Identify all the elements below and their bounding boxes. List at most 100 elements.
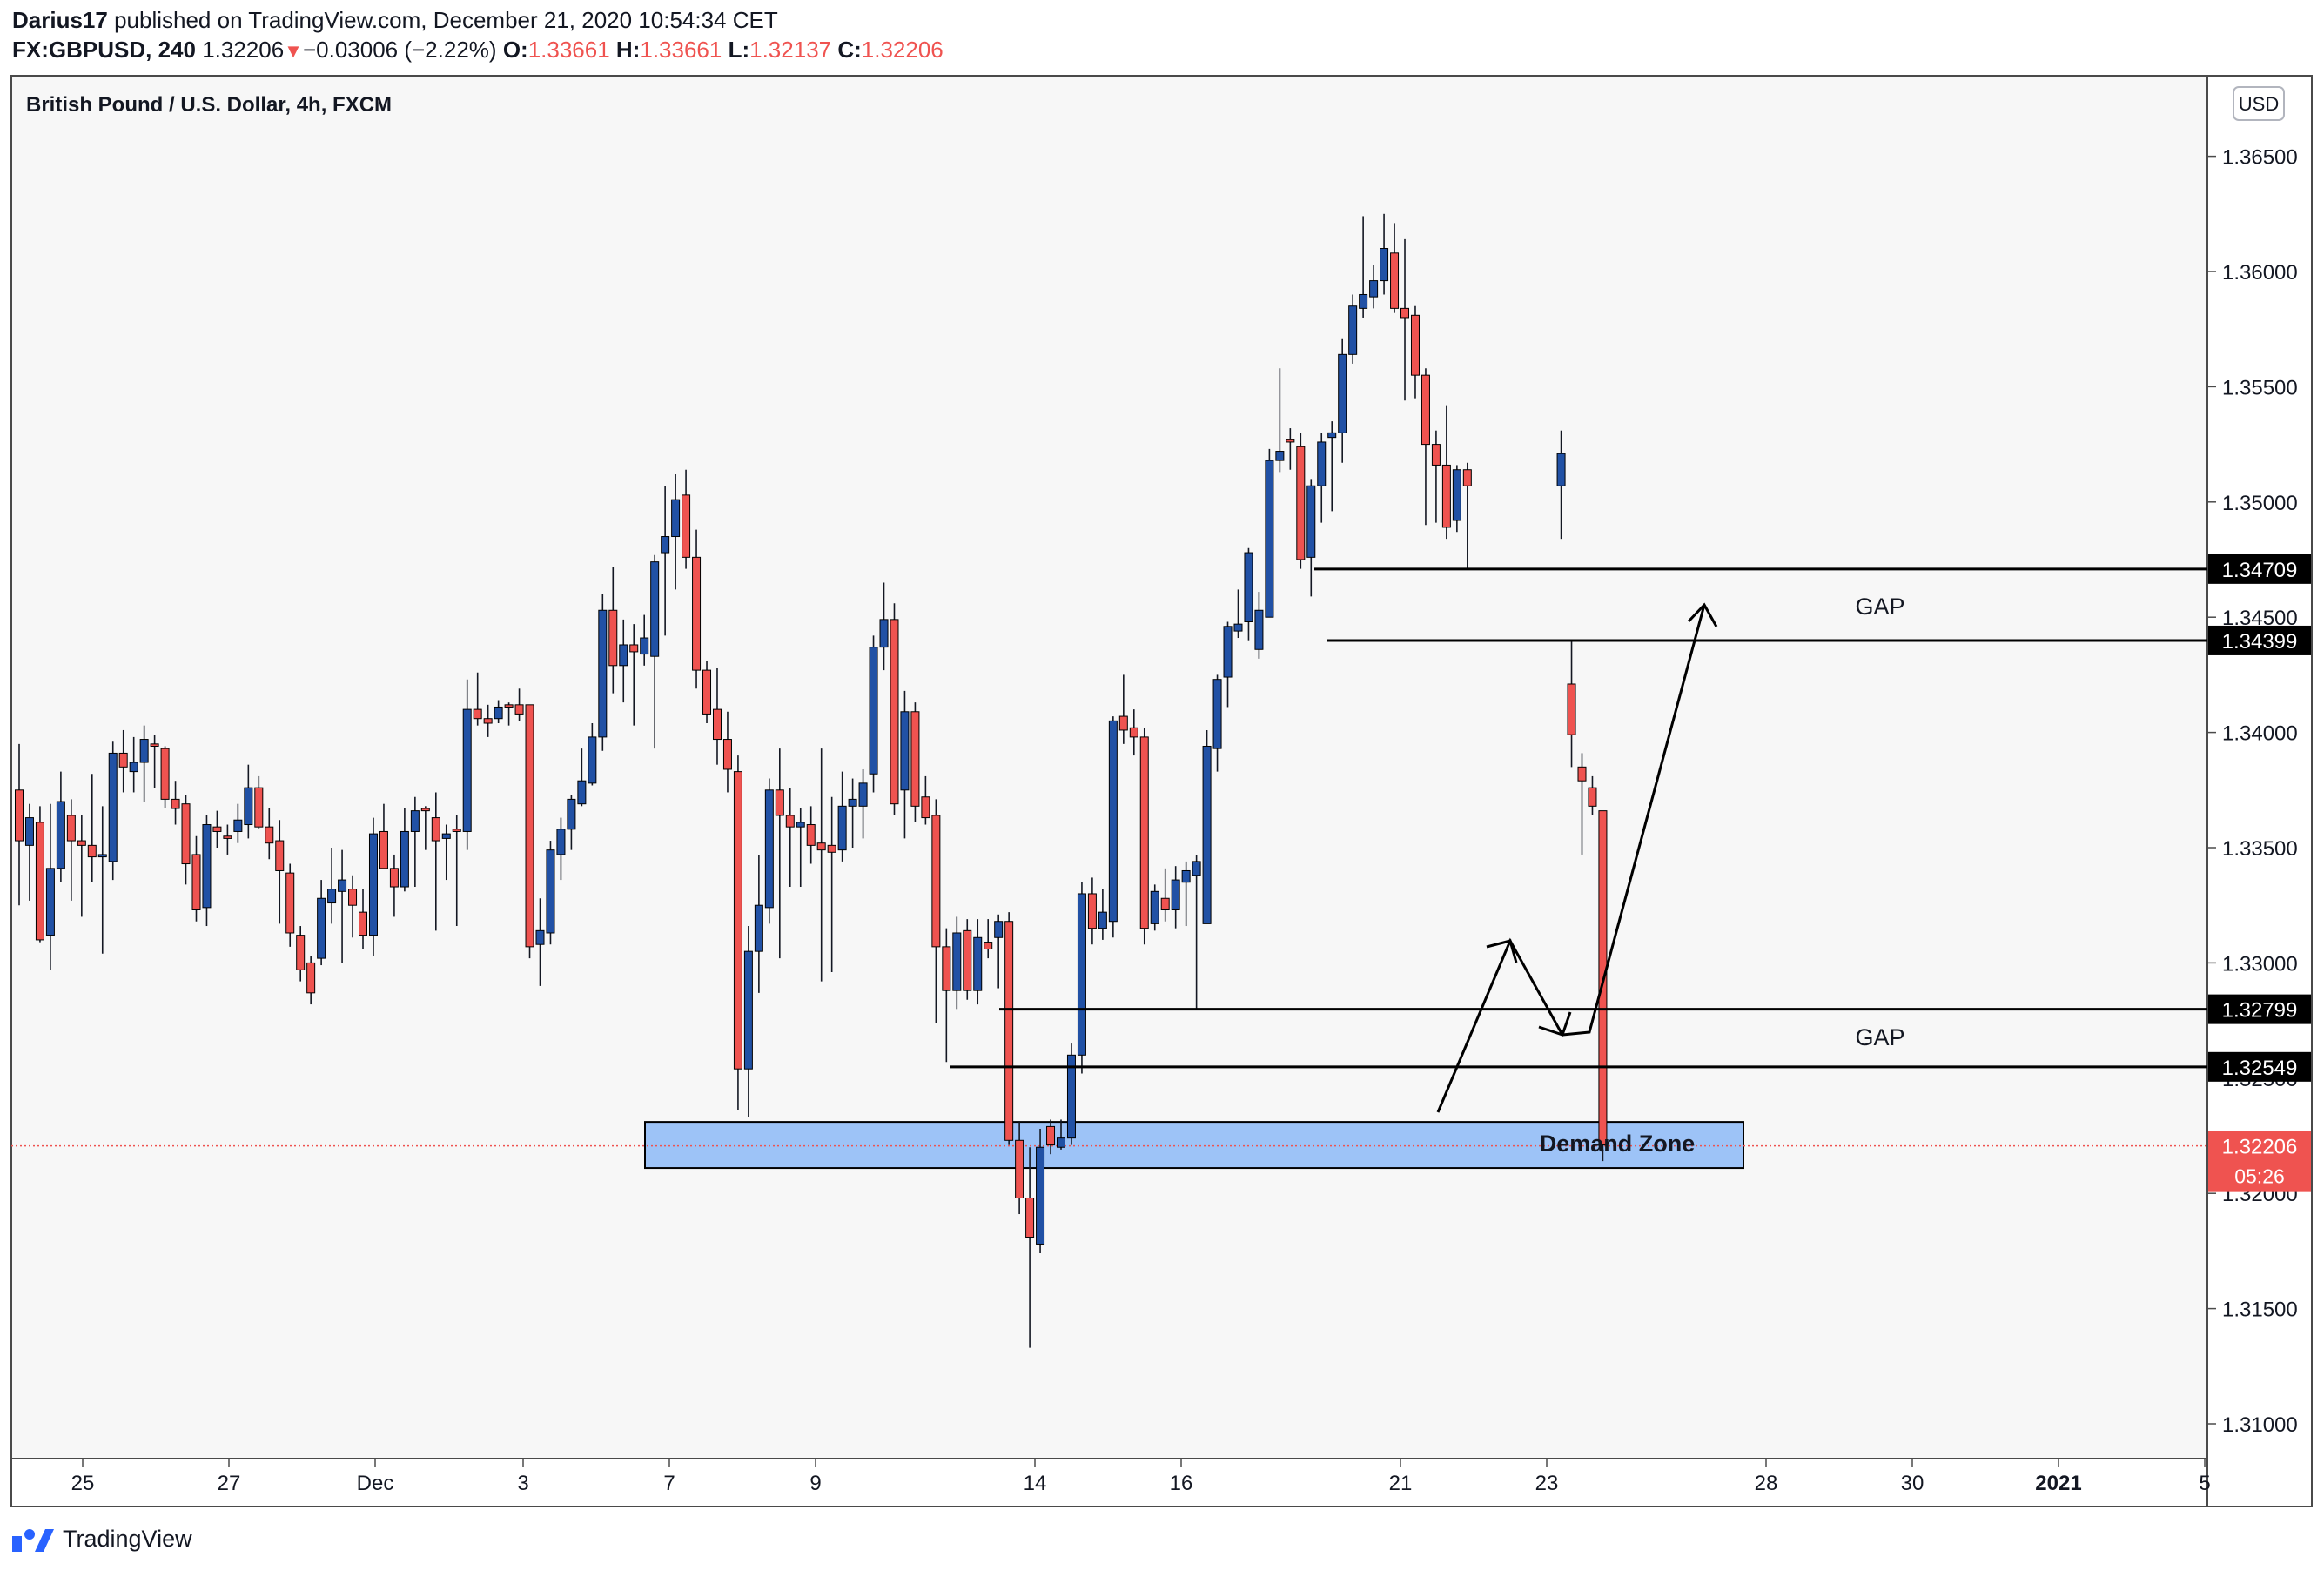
candle [650, 554, 660, 749]
candle-body [816, 842, 826, 851]
down-triangle-icon: ▼ [284, 40, 303, 62]
candle-body [1359, 293, 1368, 309]
candle-body [722, 739, 732, 770]
candle-body [1108, 720, 1118, 923]
candle-body [1369, 280, 1379, 298]
candle-body [712, 708, 722, 741]
candle-body [212, 826, 222, 832]
candle [1317, 433, 1327, 523]
candle [1462, 462, 1472, 569]
candle [1244, 547, 1253, 641]
candle-body [1348, 305, 1358, 355]
candle-body [139, 739, 149, 763]
candle [1233, 589, 1243, 639]
candle-body [1462, 469, 1472, 486]
candle [1275, 368, 1285, 473]
candle-body [1087, 893, 1097, 929]
candle [712, 668, 722, 765]
time-axis-ticks: 25 27 Dec 3 7 9 14 16 21 23 28 30 2021 5 [71, 1459, 2211, 1495]
candle [525, 704, 534, 959]
candle [1390, 223, 1400, 313]
candle [1004, 912, 1014, 1145]
candle [942, 928, 951, 1063]
candle-body [1118, 715, 1128, 731]
candle-body [764, 789, 774, 909]
candle [1160, 868, 1170, 922]
price-axis-pane[interactable] [2206, 75, 2313, 1507]
candle-body [338, 879, 347, 892]
price-tick-label: 1.33500 [2222, 837, 2298, 861]
time-tick-label: Dec [357, 1472, 394, 1495]
candle-body [317, 897, 326, 959]
candle [598, 594, 608, 751]
candle [733, 755, 742, 1110]
candle [588, 723, 597, 786]
candle-body [285, 872, 295, 934]
time-axis-pane[interactable] [10, 1458, 2208, 1507]
time-tick-label: 23 [1535, 1472, 1559, 1495]
candle-body [56, 801, 65, 869]
candle [1223, 621, 1233, 708]
candle-body [473, 708, 482, 720]
candle [1077, 882, 1086, 1074]
candle-body [87, 844, 97, 858]
time-tick-label: 16 [1170, 1472, 1193, 1495]
open-value: 1.33661 [527, 37, 610, 63]
candle [869, 635, 878, 793]
candle-body [775, 789, 784, 816]
candle [1577, 753, 1587, 855]
currency-label: USD [2239, 93, 2279, 115]
candle [952, 916, 962, 1010]
candle [994, 914, 1004, 989]
candle [1327, 421, 1337, 512]
candle-body [1202, 745, 1212, 924]
candle-body [869, 647, 878, 775]
candle-body [514, 704, 524, 715]
candle-body [806, 824, 816, 846]
candle [359, 889, 368, 949]
tradingview-logo-icon [12, 1529, 54, 1552]
candle [348, 875, 358, 938]
horizontal-levels[interactable] [950, 567, 2207, 1069]
price-label-text: 1.34399 [2222, 630, 2298, 654]
demand-zone[interactable] [644, 1121, 1744, 1170]
candle-body [890, 619, 899, 805]
currency-button[interactable] [2233, 86, 2285, 121]
countdown-text: 05:26 [2234, 1165, 2285, 1188]
candle [754, 854, 763, 993]
time-tick-label: 27 [218, 1472, 241, 1495]
demand-zone-label: Demand Zone [1540, 1131, 1696, 1157]
candle [1036, 1129, 1045, 1254]
candle [275, 820, 285, 924]
tradingview-logo[interactable]: TradingView [12, 1521, 192, 1556]
candle [1087, 877, 1097, 945]
candle-body [265, 826, 274, 844]
candle [806, 806, 816, 864]
candle-body [410, 810, 420, 832]
candle-body [1160, 897, 1170, 910]
candle-body [431, 817, 440, 842]
candle-body [984, 942, 993, 950]
candle-body [848, 798, 857, 807]
candle-body [661, 536, 670, 554]
candle-body [963, 929, 972, 991]
candle-body [785, 815, 795, 828]
candle-body [118, 752, 128, 768]
candle-body [640, 637, 649, 655]
candle [973, 919, 983, 1005]
symbol-info: FX:GBPUSD, 240 1.32206▼−0.03006 (−2.22%)… [12, 37, 944, 64]
candle-body [108, 752, 118, 862]
candle-body [296, 935, 306, 970]
candle [785, 788, 795, 888]
time-tick-label: 21 [1389, 1472, 1413, 1495]
price-label-box [2208, 625, 2311, 655]
candle-body [1244, 552, 1253, 622]
candle-body [682, 494, 691, 558]
author-name[interactable]: Darius17 [12, 7, 108, 33]
demand-zone-rect[interactable] [644, 1121, 1744, 1170]
candle-body [1025, 1197, 1035, 1238]
price-tick-label: 1.35000 [2222, 492, 2298, 515]
candle-body [858, 782, 868, 807]
projection-arrows[interactable] [1436, 602, 1718, 1113]
